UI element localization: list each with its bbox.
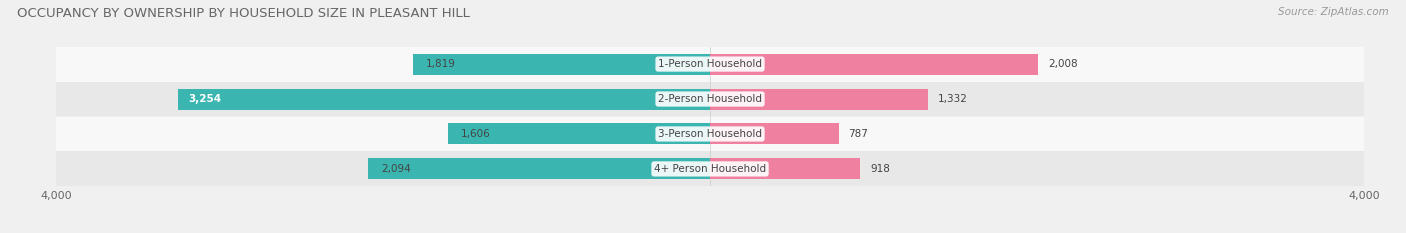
Bar: [710, 89, 928, 110]
Text: 2,008: 2,008: [1047, 59, 1077, 69]
Bar: [56, 82, 1364, 116]
Text: 1-Person Household: 1-Person Household: [658, 59, 762, 69]
Text: 1,606: 1,606: [461, 129, 491, 139]
Text: Source: ZipAtlas.com: Source: ZipAtlas.com: [1278, 7, 1389, 17]
Text: 1,819: 1,819: [426, 59, 456, 69]
Bar: [413, 54, 710, 75]
Text: 918: 918: [870, 164, 890, 174]
Bar: [179, 89, 710, 110]
Bar: [710, 158, 860, 179]
Text: 3-Person Household: 3-Person Household: [658, 129, 762, 139]
Bar: [710, 123, 838, 144]
Bar: [56, 116, 1364, 151]
Bar: [447, 123, 710, 144]
Bar: [56, 151, 1364, 186]
Text: 2,094: 2,094: [381, 164, 411, 174]
Text: OCCUPANCY BY OWNERSHIP BY HOUSEHOLD SIZE IN PLEASANT HILL: OCCUPANCY BY OWNERSHIP BY HOUSEHOLD SIZE…: [17, 7, 470, 20]
Bar: [56, 47, 1364, 82]
Text: 787: 787: [848, 129, 869, 139]
Text: 1,332: 1,332: [938, 94, 967, 104]
Bar: [710, 54, 1038, 75]
Text: 2-Person Household: 2-Person Household: [658, 94, 762, 104]
Text: 4+ Person Household: 4+ Person Household: [654, 164, 766, 174]
Bar: [368, 158, 710, 179]
Text: 3,254: 3,254: [188, 94, 221, 104]
